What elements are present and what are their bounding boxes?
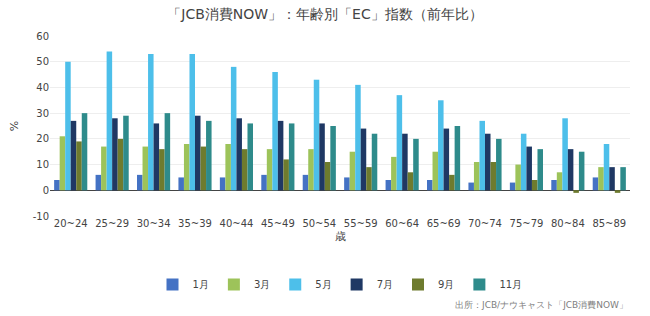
svg-text:35~39: 35~39	[178, 218, 212, 229]
svg-text:「JCB消費NOW」：年齢別「EC」指数（前年比）: 「JCB消費NOW」：年齢別「EC」指数（前年比）	[167, 6, 482, 22]
svg-text:3月: 3月	[254, 279, 270, 290]
svg-text:20~24: 20~24	[54, 218, 88, 229]
svg-text:50~54: 50~54	[302, 218, 336, 229]
svg-text:70~74: 70~74	[468, 218, 502, 229]
svg-text:1月: 1月	[193, 279, 209, 290]
svg-text:80~84: 80~84	[551, 218, 585, 229]
svg-text:30: 30	[36, 108, 49, 119]
svg-text:40: 40	[36, 82, 49, 93]
svg-text:10: 10	[36, 159, 49, 170]
svg-text:5月: 5月	[315, 279, 331, 290]
svg-text:45~49: 45~49	[261, 218, 295, 229]
svg-text:9月: 9月	[438, 279, 454, 290]
svg-text:11月: 11月	[499, 279, 522, 290]
svg-text:20: 20	[36, 133, 49, 144]
svg-text:7月: 7月	[377, 279, 393, 290]
svg-text:85~89: 85~89	[592, 218, 626, 229]
svg-text:50: 50	[36, 56, 49, 67]
svg-text:0: 0	[43, 185, 49, 196]
svg-text:出所：JCB/ナウキャスト「JCB消費NOW」: 出所：JCB/ナウキャスト「JCB消費NOW」	[455, 300, 628, 310]
svg-text:60~64: 60~64	[385, 218, 419, 229]
svg-text:-10: -10	[33, 211, 49, 222]
svg-text:%: %	[8, 121, 21, 131]
svg-text:75~79: 75~79	[510, 218, 544, 229]
svg-text:55~59: 55~59	[344, 218, 378, 229]
svg-text:65~69: 65~69	[427, 218, 461, 229]
svg-text:30~34: 30~34	[137, 218, 171, 229]
svg-text:60: 60	[36, 31, 49, 42]
svg-text:歳: 歳	[335, 230, 346, 243]
svg-text:25~29: 25~29	[95, 218, 129, 229]
svg-text:40~44: 40~44	[220, 218, 254, 229]
